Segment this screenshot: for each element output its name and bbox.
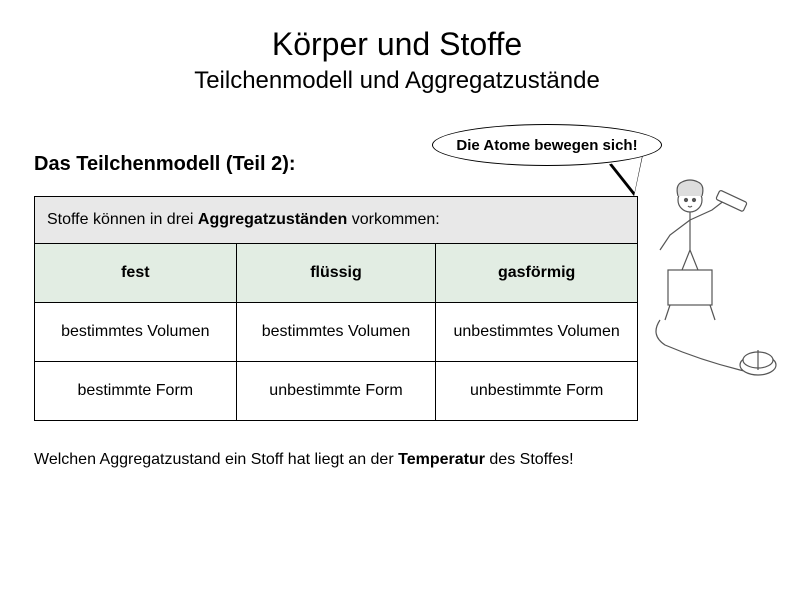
- table-row: bestimmtes Volumen: [35, 303, 236, 362]
- table-header-bold: Aggregatzuständen: [198, 211, 347, 228]
- table-header-suffix: vorkommen:: [347, 211, 439, 228]
- page-subtitle: Teilchenmodell und Aggregatzustände: [30, 67, 764, 95]
- page-title: Körper und Stoffe: [30, 26, 764, 63]
- col-head-3: gasförmig: [436, 244, 637, 303]
- table-header-row: Stoffe können in drei Aggregatzuständen …: [34, 196, 638, 244]
- col-head-2: flüssig: [236, 244, 437, 303]
- footer-bold: Temperatur: [398, 451, 485, 468]
- table-header-prefix: Stoffe können in drei: [47, 211, 198, 228]
- states-table: Stoffe können in drei Aggregatzuständen …: [34, 196, 638, 421]
- scientist-illustration: [640, 170, 780, 390]
- col-head-1: fest: [35, 244, 236, 303]
- speech-bubble: Die Atome bewegen sich!: [432, 124, 662, 166]
- footer-text: Welchen Aggregatzustand ein Stoff hat li…: [34, 451, 764, 469]
- footer-suffix: des Stoffes!: [485, 451, 574, 468]
- table-row: bestimmtes Volumen: [236, 303, 437, 362]
- table-row: bestimmte Form: [35, 362, 236, 421]
- table-row: unbestimmte Form: [236, 362, 437, 421]
- table-row: unbestimmtes Volumen: [436, 303, 637, 362]
- footer-prefix: Welchen Aggregatzustand ein Stoff hat li…: [34, 451, 398, 468]
- table-row: unbestimmte Form: [436, 362, 637, 421]
- table-grid: fest flüssig gasförmig bestimmtes Volume…: [34, 244, 638, 421]
- bubble-text: Die Atome bewegen sich!: [456, 137, 637, 154]
